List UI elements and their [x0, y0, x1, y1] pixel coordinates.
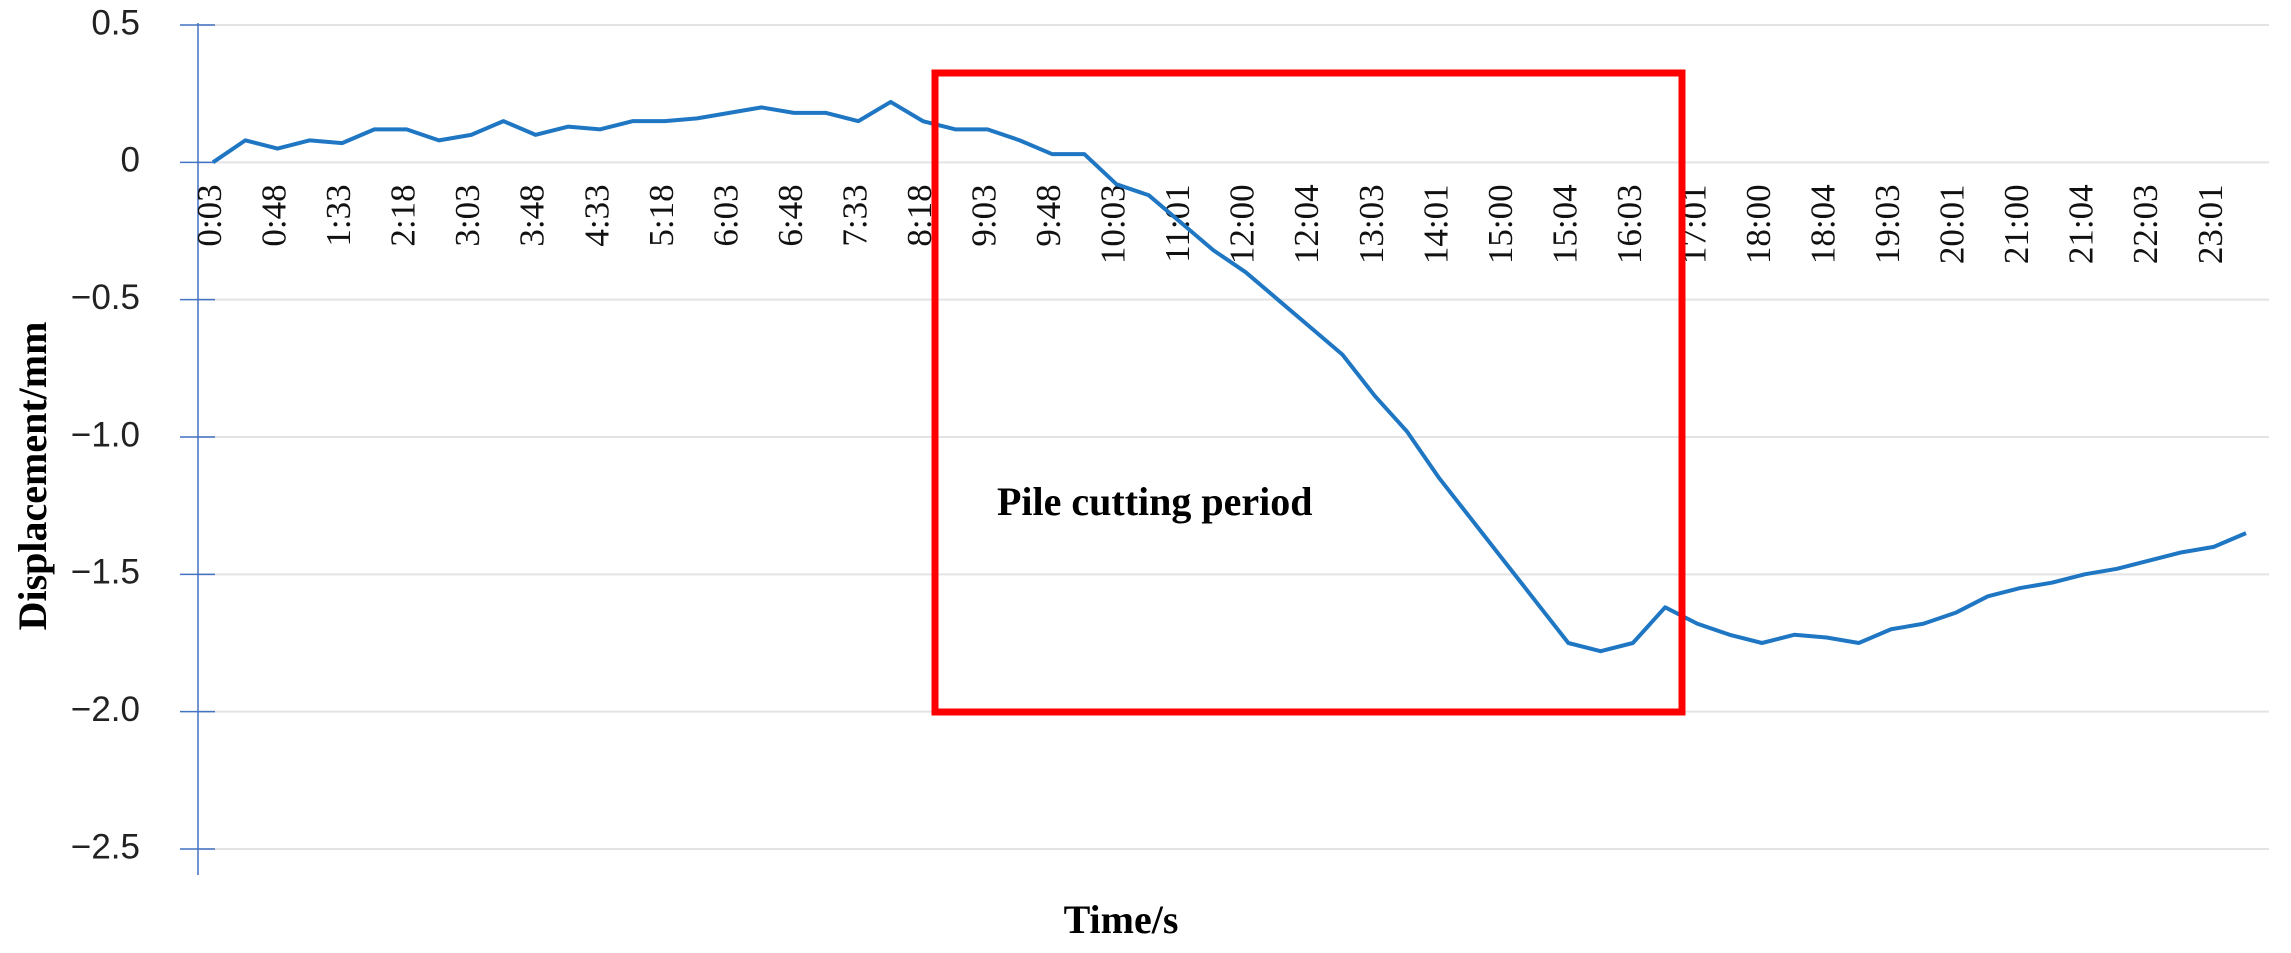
x-tick-label: 4:33 — [577, 184, 616, 246]
y-axis-title: Displacement/mm — [10, 322, 55, 631]
plot: 0:03 0:48 1:33 2:18 3:03 3:48 4:33 5:18 6:03 6:48… — [190, 99, 2247, 654]
grid: 0.5 0 −0.5 −1.0 −1.5 −2.0 −2.5 — [71, 3, 2269, 866]
x-tick-label: 13:03 — [1352, 184, 1391, 264]
x-tick-label: 9:48 — [1029, 184, 1068, 246]
x-tick-label: 12:00 — [1223, 184, 1262, 264]
x-tick-label: 1:33 — [319, 184, 358, 246]
x-tick-label: 19:03 — [1868, 184, 1907, 264]
x-tick-label: 11:01 — [1158, 184, 1197, 262]
y-tick-label: −2.5 — [71, 827, 140, 866]
x-tick-label: 3:48 — [513, 184, 552, 246]
x-tick-label: 15:04 — [1545, 184, 1584, 264]
y-tick-label: 0.5 — [91, 3, 140, 42]
x-tick-label: 22:03 — [2126, 184, 2165, 264]
y-tick-label: −2.0 — [71, 690, 140, 729]
y-tick-label: −1.0 — [71, 415, 140, 454]
highlight-box — [931, 69, 1686, 716]
x-tick-label: 15:00 — [1481, 184, 1520, 264]
x-tick-label: 12:04 — [1287, 184, 1326, 264]
x-tick-label: 2:18 — [384, 184, 423, 246]
x-tick-label: 20:01 — [1933, 184, 1972, 264]
x-tick-label: 10:03 — [1094, 184, 1133, 264]
x-tick-label: 0:03 — [190, 184, 229, 246]
x-tick-label: 6:03 — [706, 184, 745, 246]
x-tick-label: 9:03 — [965, 184, 1004, 246]
annotation: Pile cutting period — [997, 479, 1313, 524]
x-tick-label: 7:33 — [835, 184, 874, 246]
y-tick-label: 0 — [121, 141, 140, 180]
y-tick-label: −0.5 — [71, 278, 140, 317]
x-tick-label: 0:48 — [255, 184, 294, 246]
x-axis-title: Time/s — [1064, 897, 1179, 942]
y-tick-label: −1.5 — [71, 553, 140, 592]
x-tick-label: 3:03 — [448, 184, 487, 246]
x-tick-label: 18:04 — [1804, 184, 1843, 264]
x-tick-label: 14:01 — [1416, 184, 1455, 264]
x-tick-label: 16:03 — [1610, 184, 1649, 264]
x-tick-label: 23:01 — [2191, 184, 2230, 264]
x-tick-label: 6:48 — [771, 184, 810, 246]
x-tick-label: 18:00 — [1739, 184, 1778, 264]
x-tick-label: 21:00 — [1997, 184, 2036, 264]
data-line — [211, 99, 2247, 654]
x-tick-label: 5:18 — [642, 184, 681, 246]
x-tick-label: 21:04 — [2062, 184, 2101, 264]
